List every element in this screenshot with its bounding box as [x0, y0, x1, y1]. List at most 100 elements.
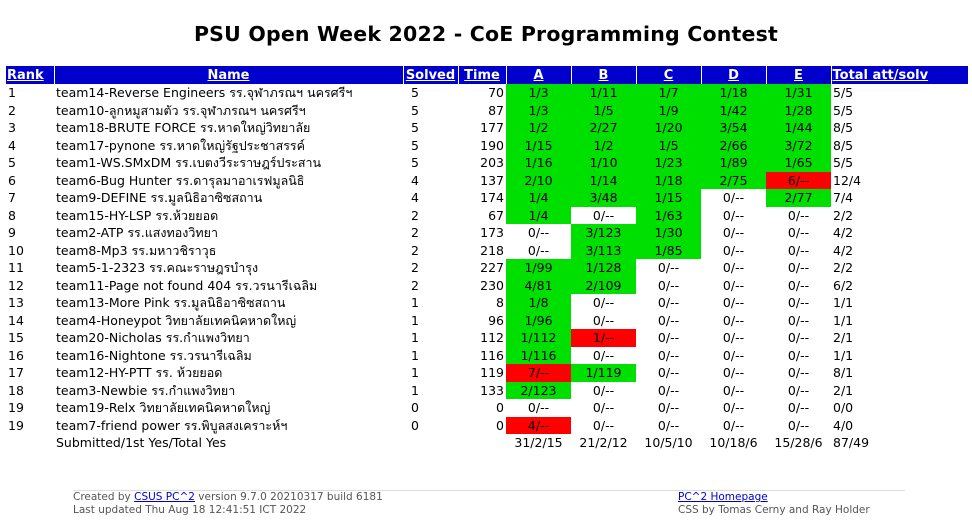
time-cell: 0: [496, 417, 504, 433]
problem-b-cell: 1/14: [571, 171, 636, 189]
solved-cell: 2: [411, 207, 419, 223]
team-name-cell: team10-ลูกหมูสามตัว รร.จุฬาภรณฯ นครศรีฯ: [56, 102, 306, 118]
total-cell: 12/4: [833, 172, 862, 188]
rank-cell: 4: [8, 137, 16, 153]
solved-cell: 0: [411, 417, 419, 433]
problem-d-cell: 0/--: [722, 277, 745, 293]
team-name-cell: team20-Nicholas รร.กำแพงวิทยา: [56, 330, 250, 346]
problem-c-cell: 0/--: [657, 277, 680, 293]
total-cell: 2/1: [833, 330, 854, 346]
solved-cell: 0: [411, 400, 419, 416]
team-name-cell: team14-Reverse Engineers รร.จุฬาภรณฯ นคร…: [56, 85, 353, 101]
pc2-link[interactable]: CSUS PC^2: [134, 491, 195, 503]
footer-updated: Last updated Thu Aug 18 12:41:51 ICT 202…: [73, 504, 307, 516]
summary-label: Submitted/1st Yes/Total Yes: [56, 435, 227, 451]
scoreboard-body: 1 team14-Reverse Engineers รร.จุฬาภรณฯ นค…: [6, 84, 968, 434]
header-problem-d[interactable]: D: [701, 66, 767, 84]
problem-c-cell: 0/--: [657, 312, 680, 328]
table-row: 17 team12-HY-PTT รร. ห้วยยอด 1 119 7/-- 1/119…: [6, 364, 968, 382]
header-name[interactable]: Name: [54, 66, 404, 84]
total-cell: 6/2: [833, 277, 854, 293]
solved-cell: 5: [411, 102, 419, 118]
rank-cell: 16: [8, 347, 24, 363]
problem-e-cell: 0/--: [787, 417, 810, 433]
problem-e-cell: 0/--: [787, 400, 810, 416]
time-cell: 116: [480, 347, 504, 363]
problem-b-cell: 0/--: [592, 207, 615, 223]
total-cell: 4/0: [833, 417, 854, 433]
rank-cell: 10: [8, 242, 24, 258]
problem-d-cell: 0/--: [722, 330, 745, 346]
total-cell: 4/2: [833, 242, 854, 258]
problem-d-cell: 3/54: [701, 119, 766, 137]
problem-e-cell: 6/--: [766, 171, 831, 189]
problem-b-cell: 1/128: [571, 259, 636, 277]
problem-b-cell: 1/11: [571, 84, 636, 102]
problem-a-cell: 1/96: [506, 311, 571, 329]
header-problem-a[interactable]: A: [506, 66, 572, 84]
solved-cell: 4: [411, 190, 419, 206]
problem-a-cell: 1/15: [506, 136, 571, 154]
problem-a-cell: 0/--: [527, 242, 550, 258]
rank-cell: 19: [8, 400, 24, 416]
problem-b-cell: 1/119: [571, 364, 636, 382]
header-problem-c[interactable]: C: [636, 66, 702, 84]
header-rank[interactable]: Rank: [6, 66, 55, 84]
time-cell: 70: [488, 85, 504, 101]
team-name-cell: team16-Nightone รร.วรนารีเฉลิม: [56, 347, 252, 363]
problem-e-cell: 3/72: [766, 136, 831, 154]
team-name-cell: team3-Newbie รร.กำแพงวิทยา: [56, 382, 236, 398]
header-problem-b[interactable]: B: [571, 66, 637, 84]
total-cell: 8/1: [833, 365, 854, 381]
table-row: 3 team18-BRUTE FORCE รร.หาดใหญ่วิทยาลัย 5 1…: [6, 119, 968, 137]
header-time[interactable]: Time: [458, 66, 507, 84]
problem-b-cell: 3/48: [571, 189, 636, 207]
footer-created: Created by CSUS PC^2 version 9.7.0 20210…: [73, 491, 383, 503]
problem-d-cell: 0/--: [722, 242, 745, 258]
solved-cell: 5: [411, 155, 419, 171]
problem-e-cell: 1/65: [766, 154, 831, 172]
problem-c-cell: 0/--: [657, 260, 680, 276]
total-cell: 2/2: [833, 207, 854, 223]
team-name-cell: team12-HY-PTT รร. ห้วยยอด: [56, 365, 223, 381]
rank-cell: 12: [8, 277, 24, 293]
header-solved[interactable]: Solved: [403, 66, 459, 84]
total-cell: 1/1: [833, 312, 854, 328]
problem-b-cell: 2/109: [571, 276, 636, 294]
problem-d-cell: 0/--: [722, 312, 745, 328]
table-row: 18 team3-Newbie รร.กำแพงวิทยา 1 133 2/123 0/-…: [6, 381, 968, 399]
problem-c-cell: 1/23: [636, 154, 701, 172]
pc2-homepage-link[interactable]: PC^2 Homepage: [678, 491, 768, 503]
problem-b-cell: 0/--: [592, 417, 615, 433]
total-cell: 5/5: [833, 85, 854, 101]
problem-e-cell: 0/--: [787, 295, 810, 311]
problem-e-cell: 0/--: [787, 242, 810, 258]
team-name-cell: team18-BRUTE FORCE รร.หาดใหญ่วิทยาลัย: [56, 120, 311, 136]
problem-a-cell: 4/--: [506, 416, 571, 434]
footer-left: Created by CSUS PC^2 version 9.7.0 20210…: [73, 491, 383, 517]
problem-b-cell: 0/--: [592, 295, 615, 311]
problem-c-cell: 0/--: [657, 347, 680, 363]
total-cell: 8/5: [833, 120, 854, 136]
team-name-cell: team2-ATP รร.แสงทองวิทยา: [56, 225, 218, 241]
summary-row: Submitted/1st Yes/Total Yes 31/2/15 21/2…: [6, 434, 968, 452]
solved-cell: 2: [411, 260, 419, 276]
table-row: 11 team5-1-2323 รร.คณะราษฎรบำรุง 2 227 1/99 1…: [6, 259, 968, 277]
summary-problem-d: 10/18/6: [709, 435, 758, 451]
total-cell: 2/2: [833, 260, 854, 276]
problem-e-cell: 0/--: [787, 207, 810, 223]
problem-b-cell: 1/2: [571, 136, 636, 154]
problem-d-cell: 0/--: [722, 365, 745, 381]
team-name-cell: team15-HY-LSP รร.ห้วยยอด: [56, 207, 219, 223]
problem-d-cell: 0/--: [722, 225, 745, 241]
header-total[interactable]: Total att/solv: [831, 66, 969, 84]
problem-c-cell: 1/15: [636, 189, 701, 207]
problem-d-cell: 0/--: [722, 417, 745, 433]
problem-e-cell: 0/--: [787, 330, 810, 346]
header-problem-e[interactable]: E: [766, 66, 832, 84]
rank-cell: 2: [8, 102, 16, 118]
rank-cell: 7: [8, 190, 16, 206]
problem-b-cell: 1/5: [571, 101, 636, 119]
problem-a-cell: 1/99: [506, 259, 571, 277]
problem-b-cell: 0/--: [592, 400, 615, 416]
